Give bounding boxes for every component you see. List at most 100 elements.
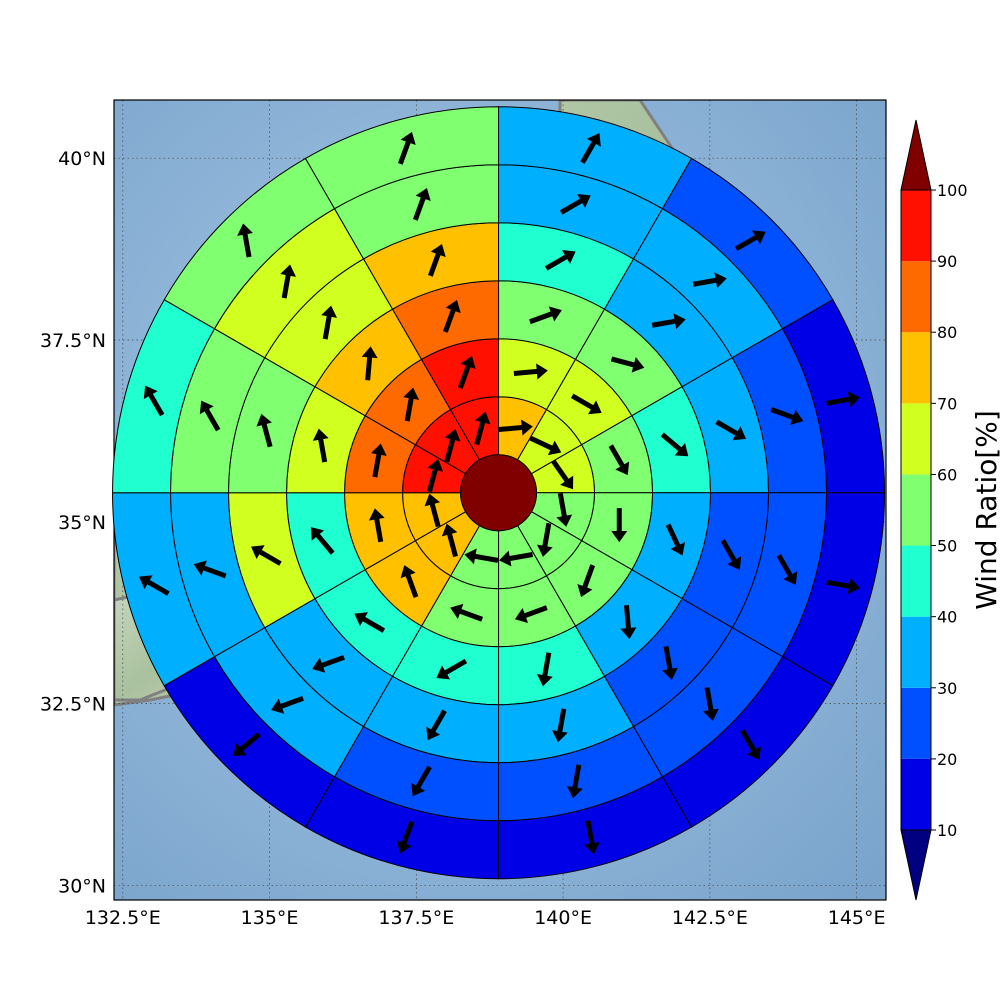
colorbar-tick-label: 90 (937, 252, 957, 271)
wind-arrow (556, 492, 573, 527)
wind-arrow (776, 554, 798, 585)
wind-arrow (692, 272, 727, 289)
lat-tick-label: 32.5°N (40, 694, 106, 716)
lat-tick-label: 30°N (58, 875, 106, 897)
wind-arrow (651, 313, 686, 330)
wind-arrow (271, 695, 304, 714)
colorbar-tick-label: 20 (937, 750, 957, 769)
wind-arrow (436, 658, 468, 680)
wind-arrow (310, 527, 335, 555)
wind-arrow (529, 306, 562, 325)
colorbar-tick-label: 40 (937, 608, 957, 627)
wind-arrow (499, 550, 534, 567)
lon-tick-label: 142.5°E (672, 907, 748, 929)
wind-arrow (321, 305, 338, 340)
wind-arrow (584, 820, 600, 855)
colorbar-tick-label: 30 (937, 679, 957, 698)
colorbar-tick-label: 50 (937, 537, 957, 556)
wind-arrow (577, 564, 596, 598)
wind-arrow (426, 709, 447, 741)
wind-arrow (703, 686, 719, 721)
wind-arrow (498, 419, 533, 436)
wind-arrow (536, 522, 553, 557)
lat-tick-label: 35°N (58, 512, 106, 534)
wind-arrow (826, 391, 861, 408)
wind-arrow (551, 708, 568, 743)
wind-arrow (665, 523, 686, 556)
wind-arrow (403, 387, 420, 422)
wind-arrow (567, 764, 583, 799)
wind-arrow (660, 432, 689, 457)
colorbar-tick-label: 70 (937, 394, 957, 413)
center-disc (460, 454, 538, 532)
wind-arrow (370, 443, 387, 478)
wind-arrow (138, 575, 170, 596)
wind-arrow (513, 363, 548, 380)
wind-arrow (662, 645, 678, 680)
colorbar-segment (901, 616, 931, 688)
wind-arrow (312, 654, 345, 673)
wind-arrow (740, 729, 761, 760)
wind-arrow (715, 419, 747, 441)
wind-arrow (193, 560, 227, 579)
colorbar-over-extension (900, 119, 932, 191)
wind-arrow (474, 411, 491, 446)
wind-arrow (559, 194, 591, 215)
wind-arrow (312, 428, 329, 463)
wind-arrow (458, 356, 476, 389)
colorbar-segment (901, 190, 931, 262)
lat-tick-label: 40°N (58, 148, 106, 170)
wind-arrow (464, 548, 499, 565)
colorbar-label: Wind Ratio[%] (970, 410, 1000, 610)
wind-arrow (427, 458, 444, 493)
wind-arrow (443, 299, 461, 333)
wind-arrow (427, 243, 446, 277)
wind-arrow (514, 605, 548, 624)
wind-arrow (536, 652, 553, 687)
wind-arrow (441, 523, 458, 558)
colorbar-tick-label: 10 (937, 821, 957, 840)
wind-arrow (397, 131, 416, 165)
wind-arrow (444, 428, 461, 463)
colorbar-segment (901, 758, 931, 830)
wind-arrow (233, 732, 261, 757)
wind-arrow (570, 393, 602, 415)
wind-arrow (143, 385, 165, 417)
wind-arrow (199, 400, 221, 432)
wind-arrow (280, 264, 297, 299)
lon-tick-label: 132.5°E (85, 907, 161, 929)
colorbar-tick-label: 60 (937, 465, 957, 484)
colorbar-under-extension (900, 829, 932, 901)
colorbar-segment (901, 687, 931, 759)
wind-arrow (450, 603, 484, 622)
wind-arrow (551, 460, 574, 490)
wind-arrow (361, 346, 378, 381)
wind-arrow (544, 250, 576, 271)
wind-arrow (251, 545, 282, 566)
colorbar: 10 20 30 40 50 60 70 80 90 100 Wind Ratio[%] (900, 119, 1000, 901)
lat-tick-label: 37.5°N (40, 330, 106, 352)
colorbar-segment (901, 332, 931, 404)
wind-arrow (354, 612, 386, 633)
wind-arrow (256, 413, 273, 448)
wind-arrow (580, 133, 601, 164)
wind-arrow (734, 230, 766, 251)
wind-arrow (610, 356, 645, 373)
wind-arrow (720, 539, 742, 570)
wind-arrow (608, 444, 630, 476)
sector-layer (112, 106, 886, 880)
wind-arrow (411, 765, 432, 797)
colorbar-segment (901, 403, 931, 475)
wind-arrow (237, 223, 253, 258)
axis-tick-labels: 132.5°E 135°E 137.5°E 140°E 142.5°E 145°E 30°N… (40, 148, 886, 929)
lon-tick-label: 137.5°E (378, 907, 454, 929)
colorbar-tick-label: 100 (937, 181, 968, 200)
wind-arrow (396, 820, 415, 854)
lon-tick-label: 140°E (534, 907, 592, 929)
colorbar-segment (901, 261, 931, 333)
wind-arrow (400, 565, 419, 598)
wind-arrow (529, 435, 562, 456)
colorbar-segment (901, 545, 931, 617)
